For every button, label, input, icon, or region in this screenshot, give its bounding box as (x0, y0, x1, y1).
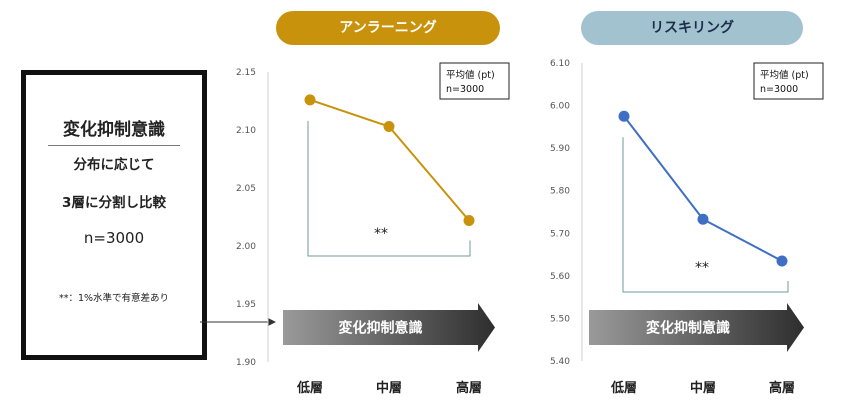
chart-1-significance-bracket (307, 120, 471, 257)
chart-2-y-tick-label: 5.50 (550, 314, 570, 324)
chart-2-x-category-label: 低層 (610, 380, 637, 396)
chart-title-unlearning: アンラーニング (276, 11, 500, 45)
chart-1-legend-line-2: n=3000 (446, 84, 484, 95)
chart-1-y-tick-label: 2.15 (236, 68, 256, 78)
chart-1-legend-line-1: 平均値 (pt) (446, 69, 495, 81)
chart-1-direction-arrow (283, 303, 495, 352)
chart-1-y-tick-label: 1.95 (236, 300, 256, 310)
chart-1-legend-box (439, 62, 510, 100)
pointer-arrowhead (268, 318, 276, 326)
chart-2-y-tick-label: 5.90 (550, 144, 570, 154)
chart-1-y-tick-label: 2.05 (236, 184, 256, 194)
chart-1-data-point (463, 214, 475, 226)
chart-2-series-line (623, 115, 783, 262)
chart-1-y-tick-label: 1.90 (236, 358, 256, 368)
chart-1-series-line (309, 98, 470, 222)
chart-2-y-tick-label: 5.60 (550, 272, 570, 282)
summary-title: 変化抑制意識 (63, 120, 165, 140)
chart-1-significance-marker: ** (374, 226, 388, 242)
summary-significance-note: **：1%水準で有意差あり (58, 293, 170, 304)
chart-2-data-point (697, 213, 709, 225)
chart-2-y-tick-label: 5.80 (550, 187, 570, 197)
summary-sample-size: n=3000 (83, 229, 145, 247)
chart-2-legend-line-1: 平均値 (pt) (760, 69, 809, 81)
chart-2-y-tick-label: 6.10 (550, 59, 570, 69)
chart-2-y-tick-label: 5.40 (550, 357, 570, 367)
chart-2-x-category-label: 高層 (769, 380, 795, 396)
summary-divider (48, 145, 180, 146)
chart-2-x-category-label: 中層 (690, 380, 716, 396)
chart-2-arrow-label: 変化抑制意識 (646, 320, 730, 337)
chart-2-data-point (618, 110, 630, 122)
chart-2-y-tick-label: 5.70 (550, 229, 570, 239)
chart-2-legend-box (753, 62, 824, 100)
chart-2-y-tick-label: 6.00 (550, 102, 570, 112)
chart-2-data-point (776, 255, 788, 267)
chart-1-x-category-label: 高層 (456, 380, 482, 396)
chart-title-reskilling: リスキリング (581, 11, 803, 45)
chart-1-x-category-label: 中層 (376, 380, 402, 396)
chart-1-y-tick-label: 2.10 (236, 126, 256, 136)
chart-2-significance-bracket (622, 137, 789, 293)
chart-1-data-point (383, 121, 395, 133)
chart-2-significance-marker: ** (695, 260, 709, 276)
chart-1-data-point (304, 94, 316, 106)
summary-box: 変化抑制意識 分布に応じて 3層に分割し比較 n=3000 **：1%水準で有意… (21, 70, 207, 360)
summary-line-1: 分布に応じて (73, 157, 155, 173)
chart-1-y-tick-label: 2.00 (236, 242, 256, 252)
chart-2-direction-arrow (589, 303, 804, 352)
chart-2-legend-line-2: n=3000 (760, 84, 798, 95)
summary-line-2: 3層に分割し比較 (62, 195, 166, 211)
chart-1-arrow-label: 変化抑制意識 (339, 320, 423, 337)
chart-1-x-category-label: 低層 (296, 380, 323, 396)
